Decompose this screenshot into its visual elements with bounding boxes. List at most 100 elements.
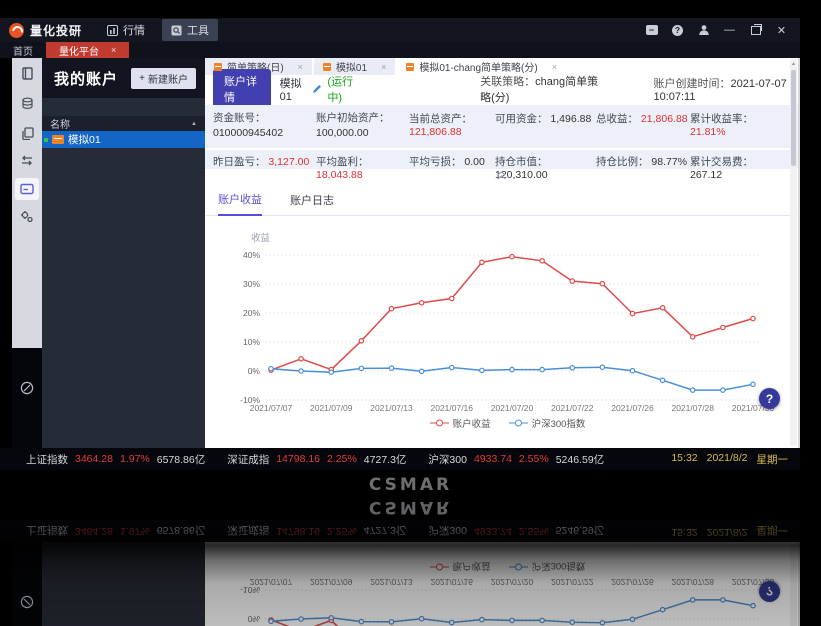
created-value: 2021-07-07 10:07:11 xyxy=(653,77,787,103)
watermark-mirror: CSMAR xyxy=(368,497,453,517)
position-value: 120,310.00 xyxy=(495,169,548,181)
index-shanghai: 上证指数 3464.28 1.97% 6578.86亿 xyxy=(26,453,206,466)
stats-row-2: 昨日盈亏： 3,127.00 平均盈利： 18,043.88 平均亏损： 0.0… xyxy=(205,150,798,181)
left-edge xyxy=(0,58,12,448)
strategy-label: 关联策略： xyxy=(480,75,536,88)
svg-text:20%: 20% xyxy=(243,308,260,318)
stats-row-1: 资金账号： 010000945402 账户初始资产： 100,000.00 当前总资… xyxy=(205,105,798,148)
cumulative-return: 21.81% xyxy=(690,126,726,138)
main-content: 简单策略(日) × 模拟01 × 模拟01-chang简单策略(分) × xyxy=(205,58,800,448)
sort-asc-icon[interactable]: ▲ xyxy=(191,120,197,127)
yesterday-pnl: 3,127.00 xyxy=(268,156,310,168)
edit-pencil-icon[interactable] xyxy=(312,84,322,94)
svg-text:2021/07/22: 2021/07/22 xyxy=(551,403,594,413)
notebook-icon[interactable] xyxy=(19,65,35,81)
svg-text:2021/07/28: 2021/07/28 xyxy=(671,403,714,413)
reflection: 量化投研 行情 工具 − ? — ✕ xyxy=(0,520,800,626)
close-button[interactable]: ✕ xyxy=(776,24,787,37)
menu-market-label: 行情 xyxy=(123,25,146,37)
plus-icon: + xyxy=(139,72,145,84)
close-icon[interactable]: × xyxy=(551,61,557,72)
date: 2021/8/2 xyxy=(706,451,748,464)
doc-icon xyxy=(322,62,331,71)
panel-title: 我的账户 xyxy=(54,70,119,88)
svg-text:2021/07/16: 2021/07/16 xyxy=(430,403,473,413)
documents-icon[interactable] xyxy=(19,125,35,141)
app-body: 我的账户 + 新建账户 名称 ▲ 模拟01 xyxy=(0,58,800,448)
rail-lower-section xyxy=(12,348,42,448)
app-window: 量化投研 行情 工具 − ? — ✕ xyxy=(0,18,800,470)
index-hs300: 沪深300 4933.74 2.55% 5246.59亿 xyxy=(428,453,605,466)
total-profit: 21,806.88 xyxy=(640,113,688,125)
user-icon[interactable] xyxy=(697,24,710,37)
avg-loss: 0.00 xyxy=(464,156,485,168)
menu-tools[interactable]: 工具 xyxy=(162,19,219,41)
scrollbar[interactable]: ▲ xyxy=(790,59,797,446)
line-chart: 40% 30% 20% 10% 0% -10%2021/07/07 2021/07/09 20… xyxy=(240,250,774,413)
svg-text:10%: 10% xyxy=(243,337,260,347)
compass-icon[interactable] xyxy=(19,380,35,396)
menu-market[interactable]: 行情 xyxy=(98,19,154,41)
svg-text:2021/07/09: 2021/07/09 xyxy=(310,403,353,413)
running-status: (运行中) xyxy=(327,75,354,104)
close-icon[interactable]: × xyxy=(297,61,303,72)
content-tab-bar: 账户收益 账户日志 xyxy=(205,188,798,216)
minimize-button[interactable]: — xyxy=(724,24,735,36)
close-icon[interactable]: × xyxy=(111,45,117,55)
market-status-bar: 上证指数 3464.28 1.97% 6578.86亿 深证成指 14798.1… xyxy=(0,448,800,470)
tab-home[interactable]: 首页 xyxy=(13,46,33,58)
page-tab-bar: 首页 量化平台 × xyxy=(0,42,800,58)
transfer-icon[interactable] xyxy=(19,153,35,169)
total-fees: 267.12 xyxy=(690,169,723,181)
svg-text:40%: 40% xyxy=(243,250,260,260)
tab-account-log[interactable]: 账户日志 xyxy=(290,195,334,207)
doc-tab-sim01[interactable]: 模拟01 × xyxy=(313,58,396,75)
avg-profit: 18,043.88 xyxy=(316,169,363,181)
doc-icon xyxy=(214,62,222,71)
weekday: 星期一 xyxy=(756,453,789,466)
help-floating-button[interactable]: ? xyxy=(759,388,780,409)
market-icon xyxy=(107,24,119,36)
app-name: 量化投研 xyxy=(30,23,83,38)
chart-legend: 账户收益 沪深300指数 xyxy=(235,416,780,430)
total-assets: 121,806.88 xyxy=(409,126,462,138)
restore-button[interactable] xyxy=(749,23,762,37)
account-card-icon[interactable] xyxy=(15,178,39,200)
legend-hs300[interactable]: 沪深300指数 xyxy=(508,416,585,430)
database-icon[interactable] xyxy=(19,95,35,111)
doc-tab-sim01-strategy[interactable]: 模拟01-chang简单策略(分) × xyxy=(397,58,566,75)
help-icon[interactable]: ? xyxy=(671,24,684,37)
settings-gears-icon[interactable] xyxy=(19,208,35,224)
legend-account-return[interactable]: 账户收益 xyxy=(429,416,491,430)
account-row-selected[interactable]: 模拟01 xyxy=(42,131,205,148)
icon-rail xyxy=(12,58,42,448)
tab-quant-platform[interactable]: 量化平台 × xyxy=(46,42,130,58)
available-funds: 1,496.88 xyxy=(550,113,592,125)
index-shenzhen: 深证成指 14798.16 2.25% 4727.3亿 xyxy=(227,453,407,466)
panel-spacer xyxy=(42,98,205,116)
titlebar: 量化投研 行情 工具 − ? — ✕ xyxy=(0,18,800,42)
scrollbar-up-arrow[interactable]: ▲ xyxy=(791,61,796,67)
scrollbar-thumb[interactable] xyxy=(791,70,796,166)
fund-account: 010000945402 xyxy=(213,127,284,139)
watermark: CSMAR xyxy=(368,475,453,495)
svg-text:2021/07/20: 2021/07/20 xyxy=(491,403,534,413)
chart-y-axis-title: 收益 xyxy=(251,233,271,244)
account-list-empty xyxy=(42,148,205,448)
tools-icon xyxy=(171,25,182,36)
tab-account-return[interactable]: 账户收益 xyxy=(218,191,262,216)
svg-text:2021/07/07: 2021/07/07 xyxy=(250,403,293,413)
svg-text:30%: 30% xyxy=(243,279,260,289)
svg-text:0%: 0% xyxy=(248,366,261,376)
svg-text:-10%: -10% xyxy=(240,395,260,405)
detail-account-name: 模拟01 xyxy=(279,77,302,103)
list-header-name[interactable]: 名称 ▲ xyxy=(42,116,205,131)
account-panel-header: 我的账户 + 新建账户 xyxy=(42,58,205,98)
account-row-label: 模拟01 xyxy=(68,134,101,146)
new-account-button[interactable]: + 新建账户 xyxy=(131,67,196,89)
created-label: 账户创建时间： xyxy=(653,77,731,90)
close-icon[interactable]: × xyxy=(381,61,387,72)
message-icon[interactable]: − xyxy=(645,24,658,37)
collapse-chevron-icon[interactable] xyxy=(205,169,798,182)
